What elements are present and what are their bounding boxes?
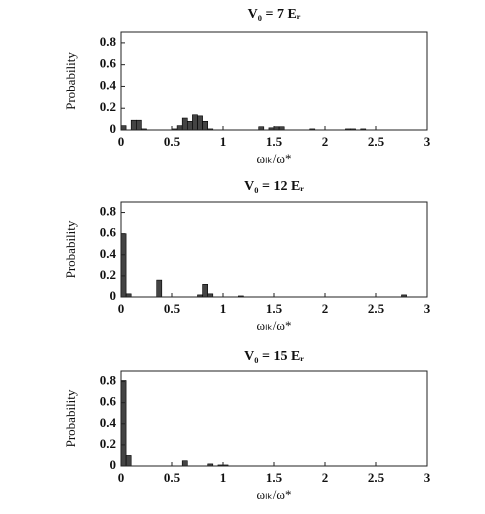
plot-frame (120, 31, 428, 131)
bar (181, 117, 188, 131)
bar (197, 115, 203, 131)
bar (120, 233, 127, 298)
bar (120, 380, 127, 467)
x-tick-label: 1 (220, 470, 227, 485)
x-tick-label: 2 (322, 301, 329, 316)
x-tick-label: 2 (322, 470, 329, 485)
bar (125, 455, 132, 467)
x-tick-label: 0 (118, 134, 125, 149)
y-tick-label: 0.4 (100, 415, 117, 430)
x-axis-label: ωₗₖ/ω* (257, 487, 292, 502)
y-tick-label: 0.2 (100, 267, 116, 282)
x-tick-label: 0.5 (164, 134, 181, 149)
x-tick-label: 2.5 (368, 301, 385, 316)
y-tick-label: 0.4 (100, 246, 117, 261)
y-tick-label: 0.4 (100, 77, 117, 92)
panel-title: V₀ = 12 Eᵣ (244, 179, 304, 194)
y-tick-label: 0 (110, 288, 117, 303)
panel-title: V₀ = 15 Eᵣ (244, 349, 304, 364)
y-tick-label: 0.2 (100, 436, 116, 451)
plot-frame (120, 370, 428, 467)
x-tick-label: 1.5 (266, 134, 283, 149)
bar (202, 120, 209, 131)
y-tick-label: 0 (110, 121, 117, 136)
x-axis-label: ωₗₖ/ω* (257, 151, 292, 166)
x-tick-label: 0 (118, 470, 125, 485)
bar (156, 279, 163, 298)
y-tick-label: 0.2 (100, 99, 116, 114)
x-tick-label: 2.5 (368, 134, 385, 149)
y-axis-label: Probability (63, 389, 78, 447)
y-tick-label: 0.6 (100, 394, 117, 409)
y-tick-label: 0.6 (100, 56, 117, 71)
y-tick-label: 0 (110, 457, 117, 472)
x-tick-label: 0 (118, 301, 125, 316)
x-tick-label: 3 (424, 470, 431, 485)
bar (192, 114, 198, 131)
y-tick-label: 0.8 (100, 373, 117, 388)
x-tick-label: 0.5 (164, 470, 181, 485)
bar (202, 284, 209, 298)
panel-title: V₀ = 7 Eᵣ (248, 7, 301, 22)
x-tick-label: 1.5 (266, 301, 283, 316)
y-tick-label: 0.8 (100, 204, 117, 219)
bar (176, 125, 183, 131)
x-tick-label: 2 (322, 134, 329, 149)
x-tick-label: 1 (220, 134, 227, 149)
bar (136, 119, 142, 131)
x-tick-label: 1 (220, 301, 227, 316)
bar (120, 125, 127, 131)
x-tick-label: 3 (424, 301, 431, 316)
x-tick-label: 2.5 (368, 470, 385, 485)
x-tick-label: 1.5 (266, 470, 283, 485)
x-tick-label: 0.5 (164, 301, 181, 316)
x-axis-label: ωₗₖ/ω* (257, 318, 292, 333)
bar (130, 119, 137, 131)
bar (187, 120, 193, 131)
y-tick-label: 0.8 (100, 34, 117, 49)
y-axis-label: Probability (63, 220, 78, 278)
y-axis-label: Probability (63, 52, 78, 110)
y-tick-label: 0.6 (100, 225, 117, 240)
plot-frame (120, 201, 428, 298)
bar (181, 460, 188, 467)
x-tick-label: 3 (424, 134, 431, 149)
